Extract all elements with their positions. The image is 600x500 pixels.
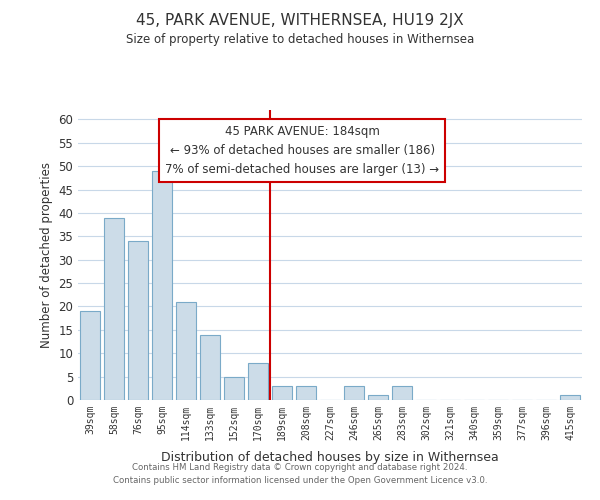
Bar: [272, 386, 292, 400]
Bar: [392, 386, 412, 400]
X-axis label: Distribution of detached houses by size in Withernsea: Distribution of detached houses by size …: [161, 451, 499, 464]
Bar: [200, 334, 220, 400]
Bar: [104, 218, 124, 400]
Bar: [128, 241, 148, 400]
Bar: [152, 171, 172, 400]
Text: 45 PARK AVENUE: 184sqm
← 93% of detached houses are smaller (186)
7% of semi-det: 45 PARK AVENUE: 184sqm ← 93% of detached…: [165, 125, 439, 176]
Bar: [560, 396, 580, 400]
Bar: [368, 396, 388, 400]
Bar: [248, 362, 268, 400]
Text: Size of property relative to detached houses in Withernsea: Size of property relative to detached ho…: [126, 32, 474, 46]
Text: 45, PARK AVENUE, WITHERNSEA, HU19 2JX: 45, PARK AVENUE, WITHERNSEA, HU19 2JX: [136, 12, 464, 28]
Bar: [344, 386, 364, 400]
Y-axis label: Number of detached properties: Number of detached properties: [40, 162, 53, 348]
Bar: [224, 376, 244, 400]
Bar: [296, 386, 316, 400]
Bar: [176, 302, 196, 400]
Text: Contains HM Land Registry data © Crown copyright and database right 2024.
Contai: Contains HM Land Registry data © Crown c…: [113, 464, 487, 485]
Bar: [80, 311, 100, 400]
